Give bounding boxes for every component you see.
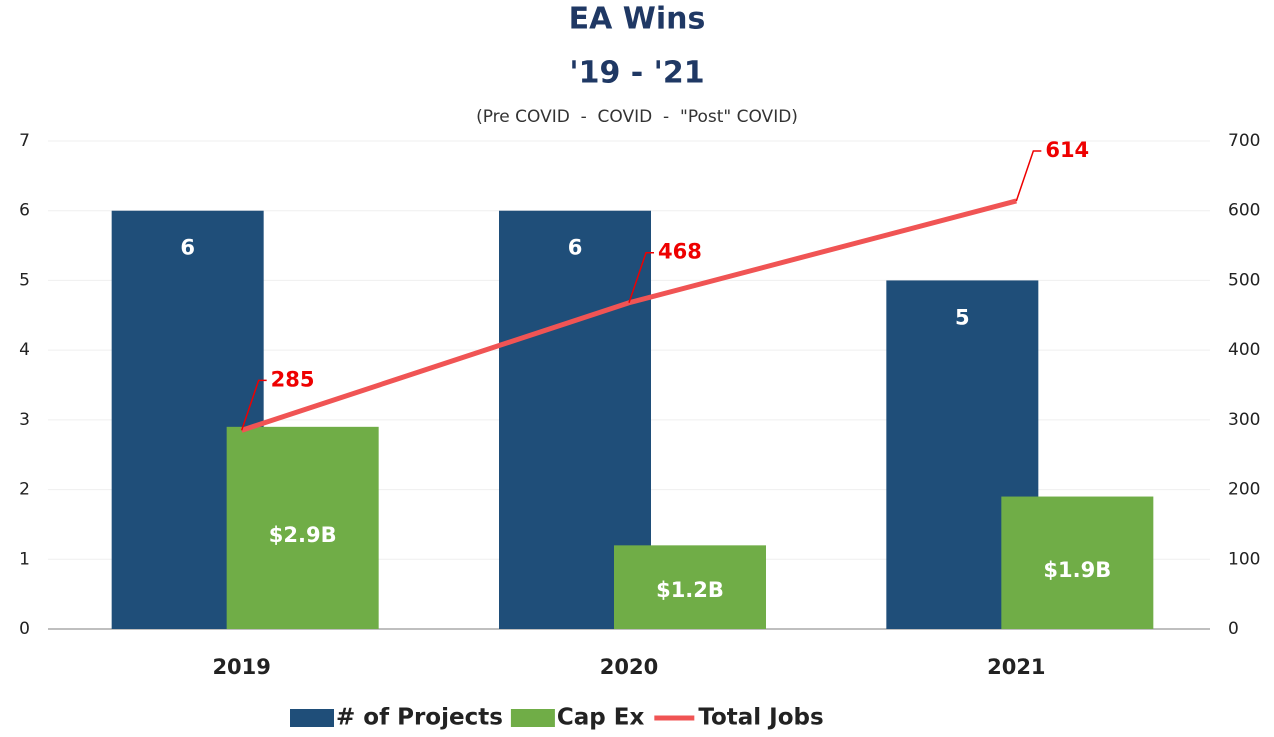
chart-title: '19 - '21 [569, 56, 704, 91]
y2-tick-label: 500 [1228, 270, 1260, 290]
x-tick-label: 2021 [987, 655, 1045, 679]
data-label: 6 [180, 236, 195, 260]
data-label: 285 [271, 367, 315, 391]
y-tick-label: 0 [19, 619, 30, 639]
y2-tick-label: 0 [1228, 619, 1239, 639]
data-label: 6 [568, 236, 583, 260]
legend-swatch [290, 709, 334, 727]
y-tick-label: 2 [19, 480, 30, 500]
leader-line [1015, 150, 1042, 202]
y2-tick-label: 700 [1228, 131, 1260, 151]
data-label: $1.9B [1043, 558, 1111, 582]
data-label: 468 [658, 240, 702, 264]
y2-tick-label: 300 [1228, 410, 1260, 430]
leader-line [240, 379, 267, 431]
data-label: 5 [955, 305, 970, 329]
y2-tick-label: 600 [1228, 201, 1260, 221]
y-tick-label: 3 [19, 410, 30, 430]
legend-label: # of Projects [336, 705, 503, 731]
chart-title: EA Wins [569, 2, 706, 37]
x-tick-label: 2019 [212, 655, 270, 679]
y-tick-label: 7 [19, 131, 30, 151]
y-tick-label: 4 [19, 340, 30, 360]
legend-label: Total Jobs [698, 705, 823, 731]
y2-tick-label: 100 [1228, 549, 1260, 569]
y-tick-label: 5 [19, 270, 30, 290]
y2-tick-label: 400 [1228, 340, 1260, 360]
legend-label: Cap Ex [557, 705, 645, 731]
bar [614, 545, 766, 629]
y-tick-label: 6 [19, 201, 30, 221]
data-label: 614 [1045, 138, 1089, 162]
leader-line [628, 251, 654, 303]
bar [226, 426, 379, 629]
y2-tick-label: 200 [1228, 480, 1260, 500]
data-label: $2.9B [269, 523, 337, 547]
x-tick-label: 2020 [600, 655, 658, 679]
y-tick-label: 1 [19, 549, 30, 569]
legend-swatch [510, 709, 555, 727]
chart-subtitle: (Pre COVID - COVID - "Post" COVID) [476, 107, 798, 127]
data-label: $1.2B [656, 578, 724, 602]
bar [1001, 496, 1154, 629]
